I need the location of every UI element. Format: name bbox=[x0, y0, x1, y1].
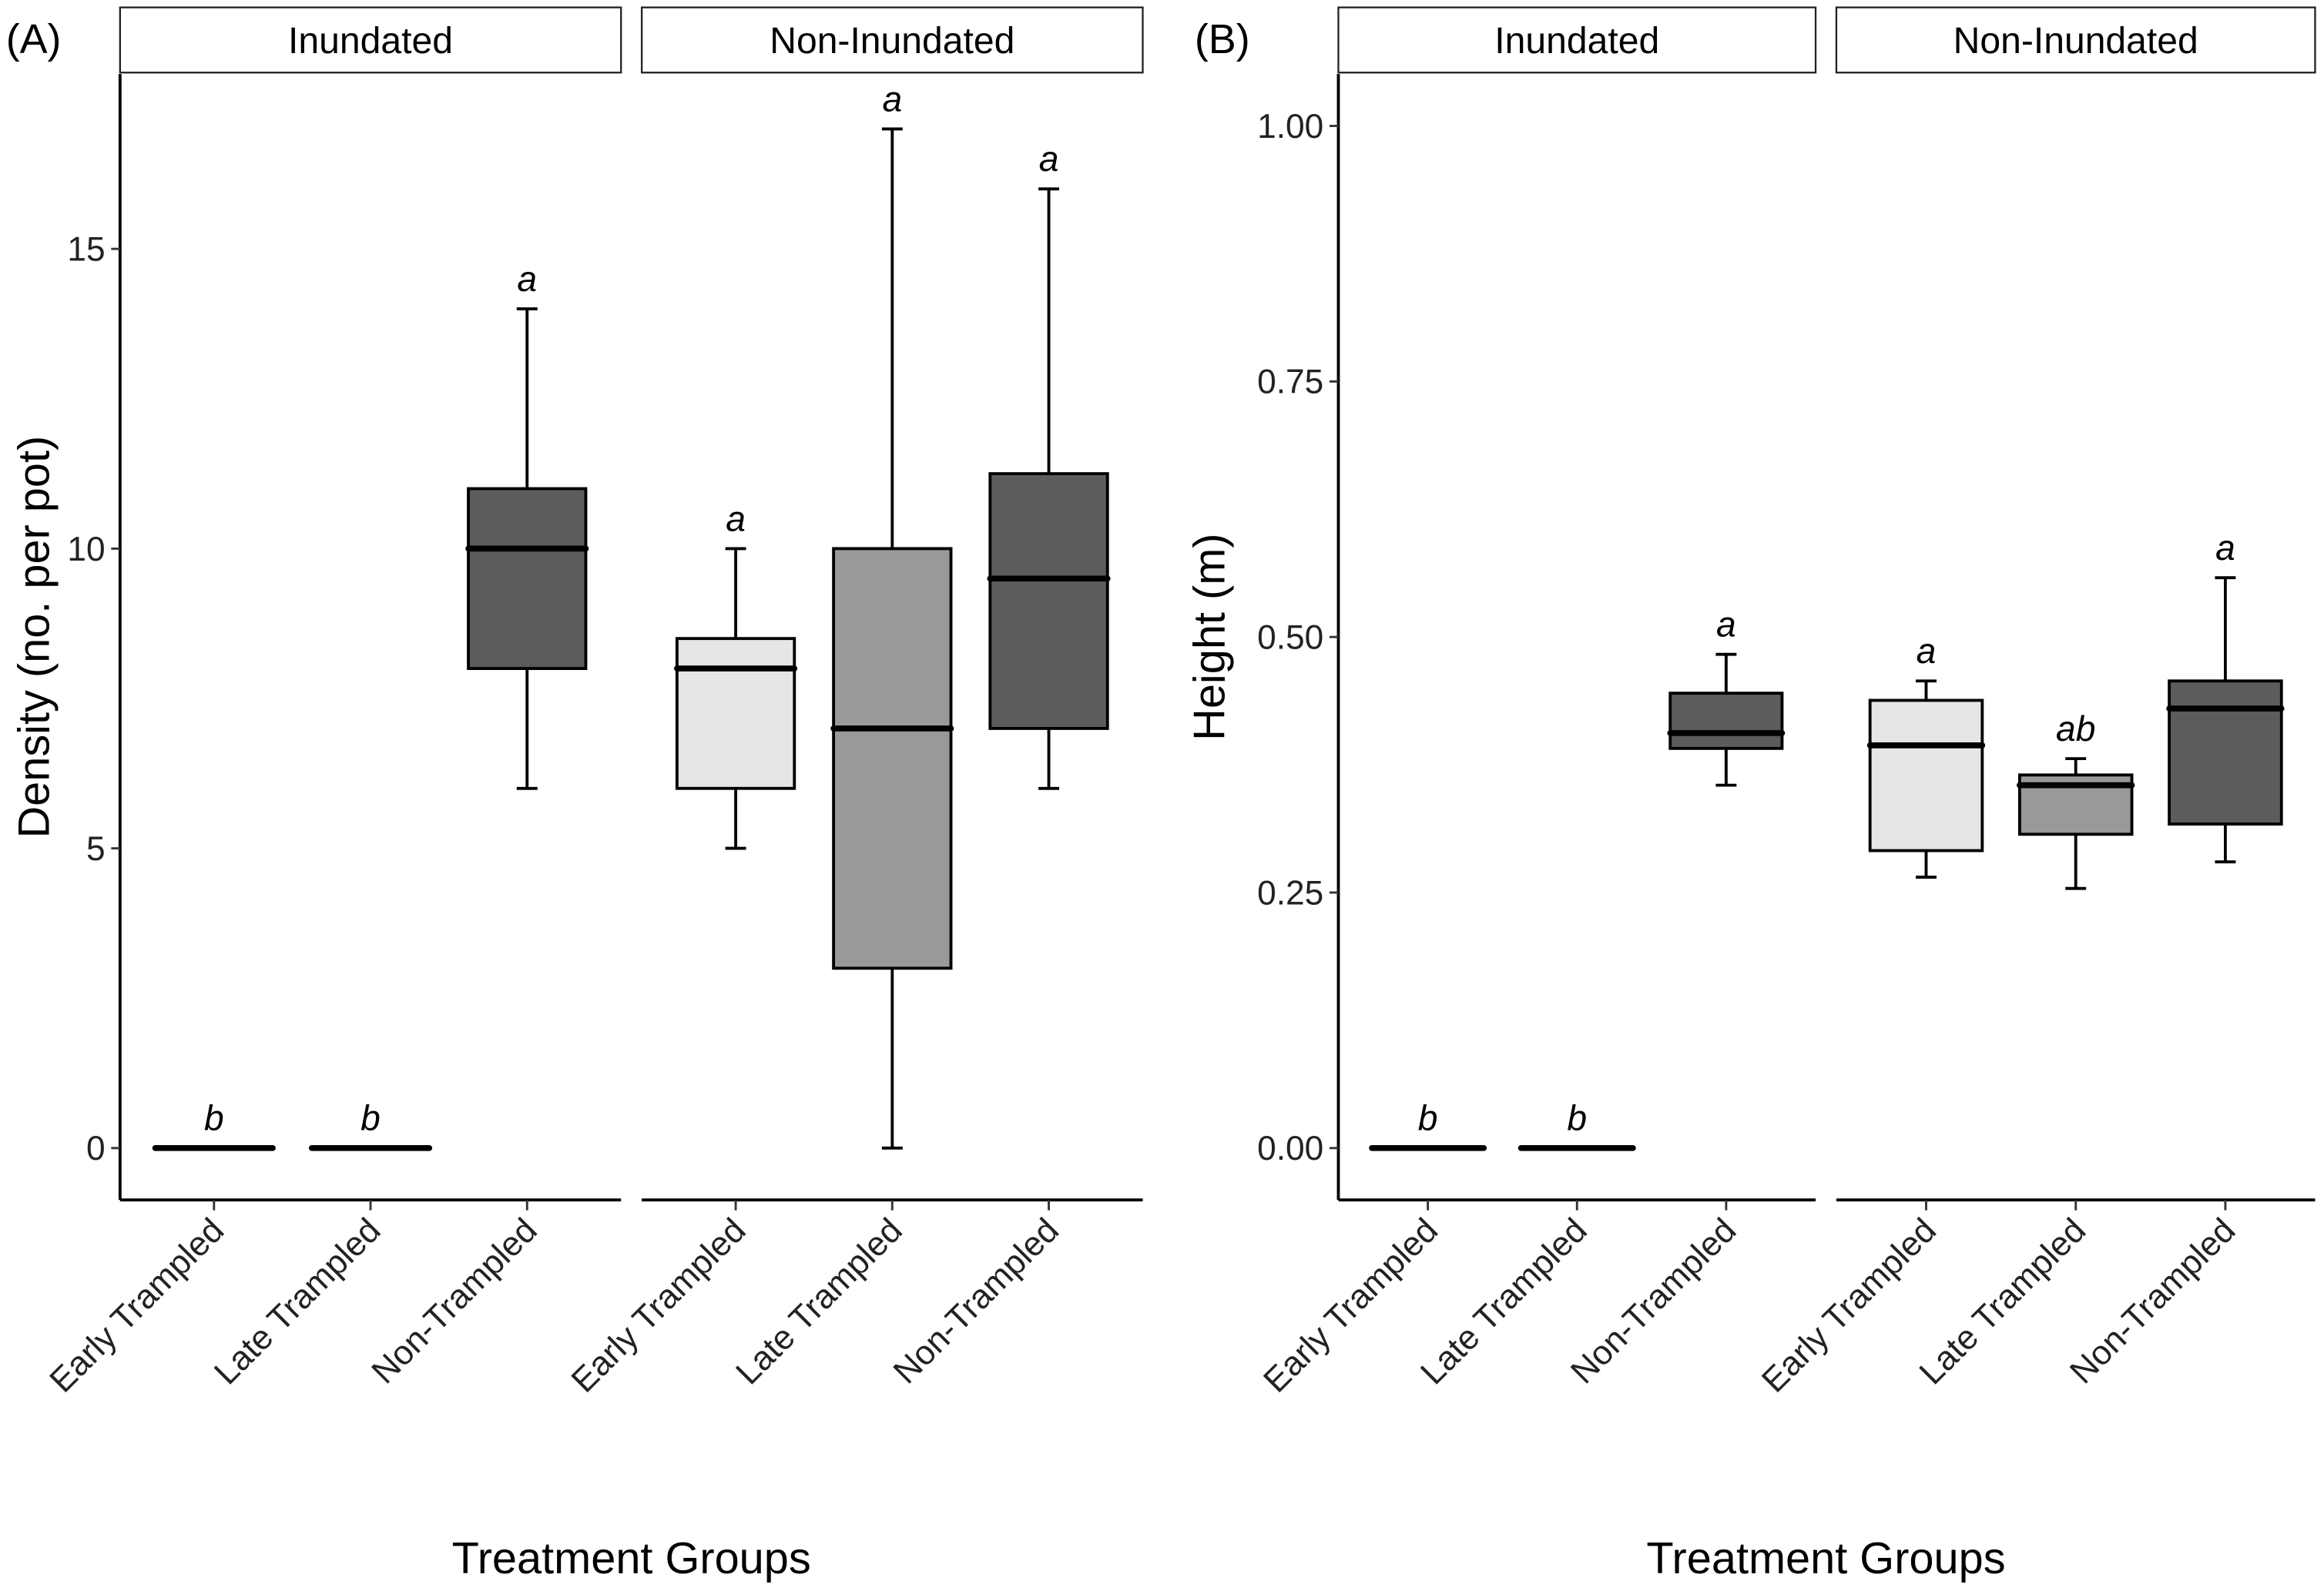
iqr-box bbox=[1868, 698, 1984, 852]
x-tick-label: Early Trampled bbox=[565, 1211, 753, 1400]
panel-a-facet-inundated-strip bbox=[119, 6, 622, 74]
significance-letter: b bbox=[204, 1098, 224, 1138]
panel-a-facet-inundated-strip-label: Inundated bbox=[288, 20, 453, 62]
panel-a-x-axis-title: Treatment Groups bbox=[452, 1534, 811, 1583]
iqr-box bbox=[988, 472, 1109, 730]
panel-a-y-axis-title: Density (no. per pot) bbox=[9, 436, 59, 839]
panel-a-facet-non-inundated-strip bbox=[640, 6, 1144, 74]
panel-b-y-tick-label: 0.75 bbox=[1257, 363, 1323, 401]
significance-letter: a bbox=[882, 79, 902, 119]
panel-b-label: (B) bbox=[1195, 16, 1250, 62]
panel-a-y-tick-label: 5 bbox=[86, 830, 106, 868]
box-group: Early Trampled a bbox=[565, 498, 798, 1400]
iqr-box bbox=[467, 487, 588, 671]
x-tick-label: Early Trampled bbox=[42, 1211, 231, 1400]
panel-b-x-axis-title: Treatment Groups bbox=[1646, 1534, 2005, 1583]
panel-b-facet-inundated-strip-label: Inundated bbox=[1494, 20, 1659, 62]
panel-b: (B) Height (m) Treatment Groups 0.00 0.25… bbox=[1185, 6, 2316, 1583]
x-tick-label: Non-Trampled bbox=[364, 1211, 544, 1391]
iqr-box bbox=[832, 547, 953, 970]
significance-letter: a bbox=[1716, 605, 1736, 645]
x-tick-label: Early Trampled bbox=[1256, 1211, 1445, 1400]
panel-b-y-axis-title: Height (m) bbox=[1185, 534, 1234, 741]
significance-letter: a bbox=[517, 259, 537, 299]
panel-a-y-tick-label: 10 bbox=[67, 531, 105, 568]
significance-letter: a bbox=[1039, 139, 1059, 179]
significance-letter: a bbox=[1917, 631, 1937, 671]
panel-b-y-tick-label: 0.00 bbox=[1257, 1130, 1323, 1167]
significance-letter: b bbox=[1567, 1098, 1587, 1138]
panel-a-label: (A) bbox=[6, 16, 62, 62]
panel-b-y-tick-label: 1.00 bbox=[1257, 108, 1323, 146]
panel-b-facet-non-inundated-strip bbox=[1835, 6, 2316, 74]
panel-a-y-tick-label: 15 bbox=[67, 231, 105, 269]
panel-a: (A) Density (no. per pot) Treatment Grou… bbox=[6, 6, 1144, 1583]
significance-letter: b bbox=[1418, 1098, 1438, 1138]
significance-letter: a bbox=[726, 498, 746, 538]
x-tick-label: Non-Trampled bbox=[887, 1211, 1066, 1391]
box-group: Early Trampled a bbox=[1755, 631, 1986, 1400]
box-group: Non-Trampled a bbox=[364, 259, 589, 1391]
panel-b-y-tick-label: 0.50 bbox=[1257, 619, 1323, 657]
panel-a-facet-non-inundated-strip-label: Non-Inundated bbox=[770, 20, 1014, 62]
significance-letter: a bbox=[2215, 528, 2235, 568]
panel-a-y-tick-label: 0 bbox=[86, 1130, 106, 1167]
panel-b-y-tick-label: 0.25 bbox=[1257, 874, 1323, 912]
significance-letter: ab bbox=[2056, 708, 2095, 749]
panel-b-facet-inundated-strip bbox=[1337, 6, 1817, 74]
x-tick-label: Early Trampled bbox=[1755, 1211, 1943, 1400]
significance-letter: b bbox=[361, 1098, 381, 1138]
iqr-box bbox=[1668, 692, 1784, 750]
iqr-box bbox=[2168, 679, 2283, 826]
x-tick-label: Late Trampled bbox=[729, 1211, 910, 1392]
x-tick-label: Late Trampled bbox=[207, 1211, 388, 1392]
panel-b-facet-non-inundated-strip-label: Non-Inundated bbox=[1953, 20, 2198, 62]
iqr-box bbox=[675, 637, 796, 790]
